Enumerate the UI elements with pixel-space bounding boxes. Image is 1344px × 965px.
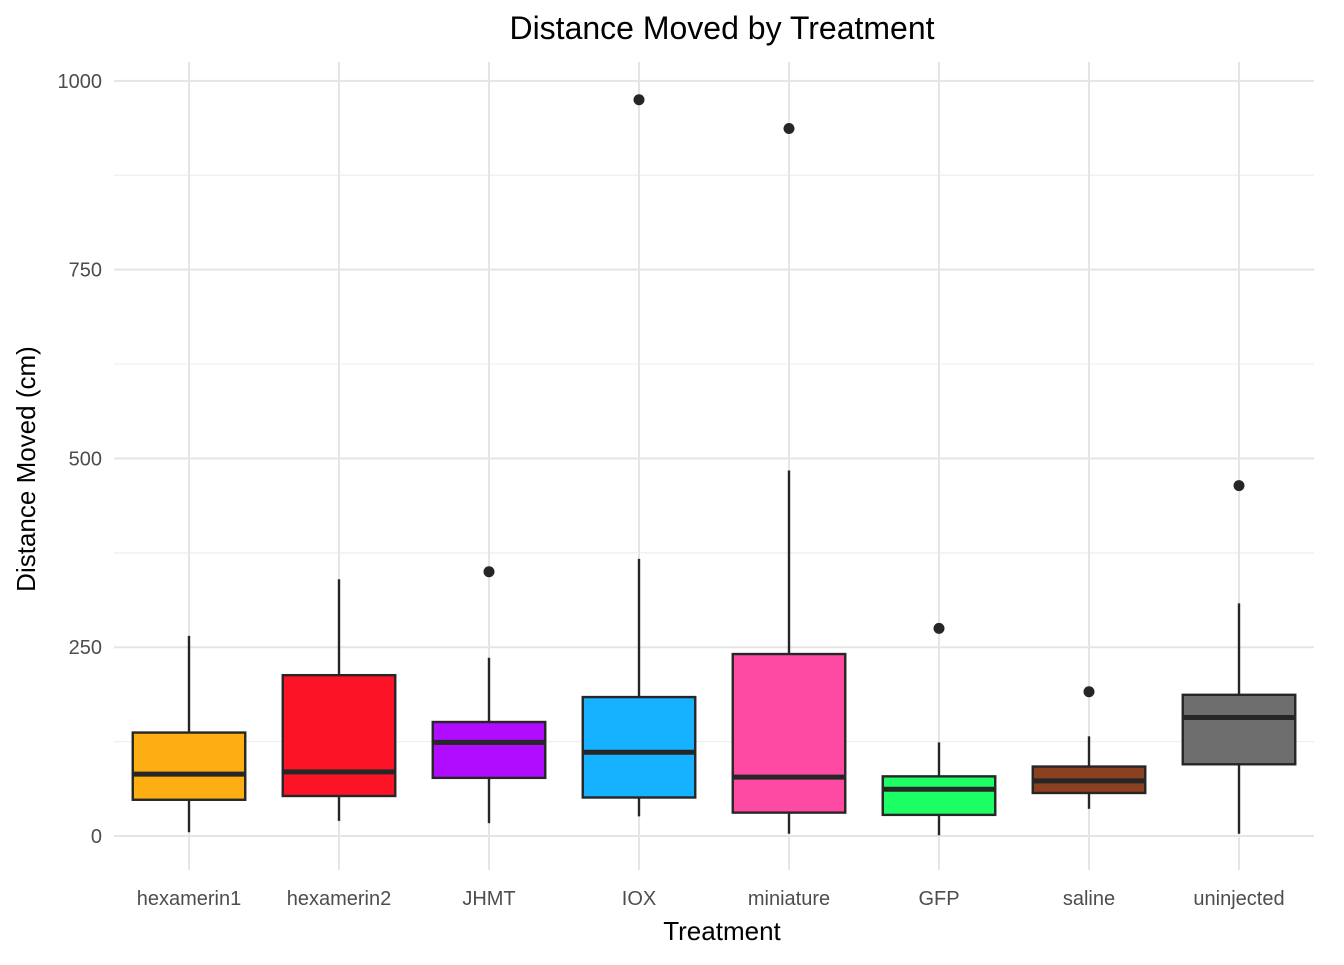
x-tick-label: uninjected xyxy=(1193,888,1284,910)
box-group-saline xyxy=(1031,686,1147,809)
outlier-point xyxy=(1083,686,1095,698)
x-tick-label: miniature xyxy=(748,888,830,910)
outlier-point xyxy=(933,622,945,634)
y-axis-title: Distance Moved (cm) xyxy=(11,346,41,592)
y-tick-label: 250 xyxy=(69,637,102,659)
y-tick-label: 0 xyxy=(91,826,102,848)
x-tick-label: GFP xyxy=(918,888,959,910)
x-tick-label: IOX xyxy=(622,888,656,910)
box xyxy=(281,673,397,798)
y-tick-label: 500 xyxy=(69,448,102,470)
boxes-layer xyxy=(131,94,1297,836)
y-tick-label: 1000 xyxy=(58,71,103,93)
outlier-point xyxy=(483,566,495,578)
x-axis-ticks: hexamerin1 hexamerin2 JHMT IOX miniature GFP s… xyxy=(137,888,1285,910)
box xyxy=(1181,693,1297,766)
x-axis-title: Treatment xyxy=(663,916,781,946)
box xyxy=(131,731,247,801)
outlier-point xyxy=(1233,480,1245,492)
x-tick-label: hexamerin1 xyxy=(137,888,242,910)
box xyxy=(431,720,547,780)
box-group-jhmt xyxy=(431,566,547,824)
box-group-uninjected xyxy=(1181,480,1297,834)
outlier-point xyxy=(783,122,795,134)
box xyxy=(731,652,847,814)
x-tick-label: saline xyxy=(1063,888,1115,910)
outlier-point xyxy=(633,94,645,106)
x-tick-label: hexamerin2 xyxy=(287,888,392,910)
y-tick-label: 750 xyxy=(69,260,102,282)
box-group-hexamerin1 xyxy=(131,635,247,833)
box xyxy=(581,695,697,799)
y-axis-ticks: 0 250 500 750 1000 xyxy=(58,71,103,848)
chart-title: Distance Moved by Treatment xyxy=(509,10,934,46)
x-tick-label: JHMT xyxy=(462,888,515,910)
box-group-gfp xyxy=(881,622,997,836)
box-group-hexamerin2 xyxy=(281,579,397,821)
box xyxy=(881,775,997,817)
box-group-iox xyxy=(581,94,697,817)
box-group-miniature xyxy=(731,122,847,834)
